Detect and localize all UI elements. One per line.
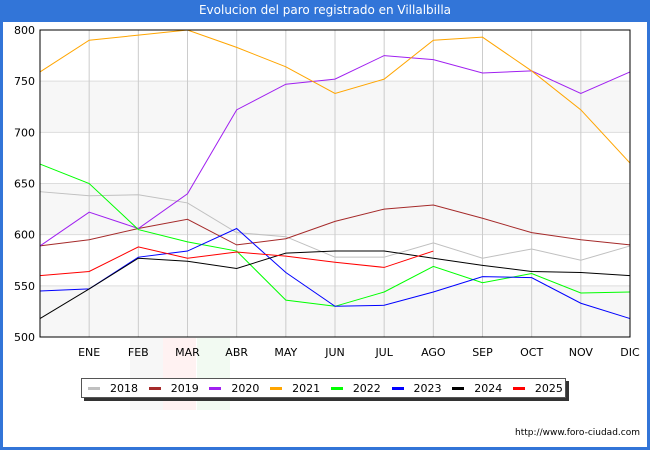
x-axis-ticks: ENE FEB MAR ABR MAY JUN JUL AGO SEP OCT NOV DIC [78,346,640,359]
legend-swatch [270,386,283,390]
watermark-flag-stripe-red [163,338,196,410]
x-tick-label: FEB [128,346,149,359]
legend-swatch [391,386,404,390]
legend-swatch [330,386,343,390]
watermark-flag-stripe-gray [130,338,163,410]
legend-swatch [88,386,100,390]
legend: 2018 2019 2020 2021 2022 2023 2024 2025 [81,378,566,398]
x-tick-label: ENE [78,346,100,359]
y-tick-label: 700 [14,126,35,139]
legend-label: 2025 [534,381,563,395]
legend-item-2024: 2024 [452,382,502,395]
legend-label: 2022 [352,381,381,395]
y-axis-ticks: 500 550 600 650 700 750 800 [14,24,35,344]
plot-area-border [39,29,631,338]
legend-item-2023: 2023 [391,381,442,395]
legend-swatch [209,386,222,390]
x-tick-label: OCT [520,346,543,359]
legend-label: 2023 [413,381,442,395]
x-tick-label: SEP [472,346,493,359]
y-tick-label: 800 [14,24,35,37]
legend-label: 2021 [292,381,321,395]
series-lines [39,29,631,320]
x-tick-label: MAR [175,346,200,359]
watermark-flag-stripe-green [197,338,230,410]
source-url: http://www.foro-ciudad.com [515,428,640,438]
legend-label: 2019 [170,381,199,395]
legend-swatch [512,386,525,390]
y-tick-label: 550 [14,280,35,293]
legend-swatch [148,386,161,390]
x-tick-label: MAY [274,346,297,359]
x-tick-label: ABR [225,346,248,359]
y-tick-label: 500 [14,331,35,344]
legend-swatch [452,386,465,390]
y-tick-label: 750 [14,75,35,88]
legend-item-2021: 2021 [270,382,320,395]
y-tick-label: 600 [14,229,35,242]
x-tick-label: DIC [620,346,640,359]
legend-item-2019: 2019 [148,381,199,395]
legend-item-2020: 2020 [209,382,259,395]
legend-item-2022: 2022 [330,381,381,395]
y-tick-label: 650 [14,178,35,191]
legend-label: 2018 [110,381,138,395]
legend-item-2018: 2018 [88,382,138,395]
chart-title: Evolucion del paro registrado en Villalb… [0,0,650,22]
x-tick-label: JUL [374,346,393,359]
legend-item-2025: 2025 [512,381,563,395]
legend-label: 2024 [474,381,503,395]
x-tick-label: NOV [569,346,594,359]
legend-label: 2020 [231,381,260,395]
x-tick-label: JUN [324,346,345,359]
x-tick-label: AGO [421,346,446,359]
